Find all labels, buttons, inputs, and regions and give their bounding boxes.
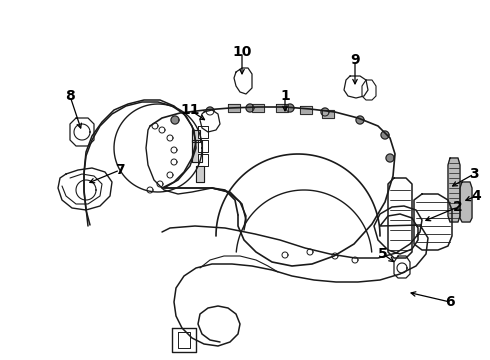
Polygon shape bbox=[58, 168, 112, 210]
Polygon shape bbox=[321, 108, 329, 116]
Polygon shape bbox=[276, 104, 288, 112]
Polygon shape bbox=[448, 158, 460, 222]
Polygon shape bbox=[381, 131, 389, 139]
Text: 2: 2 bbox=[453, 200, 463, 214]
Polygon shape bbox=[286, 104, 294, 112]
Polygon shape bbox=[282, 252, 288, 258]
Polygon shape bbox=[206, 107, 214, 115]
Polygon shape bbox=[192, 140, 202, 162]
Polygon shape bbox=[322, 110, 334, 118]
Polygon shape bbox=[171, 147, 177, 153]
Polygon shape bbox=[178, 332, 190, 348]
Text: 5: 5 bbox=[378, 247, 388, 261]
Polygon shape bbox=[167, 172, 173, 178]
Polygon shape bbox=[167, 135, 173, 141]
Polygon shape bbox=[159, 127, 165, 133]
Polygon shape bbox=[356, 116, 364, 124]
Polygon shape bbox=[152, 123, 158, 129]
Polygon shape bbox=[76, 180, 96, 200]
Polygon shape bbox=[114, 104, 202, 192]
Polygon shape bbox=[307, 249, 313, 255]
Text: 7: 7 bbox=[115, 163, 125, 177]
Text: 6: 6 bbox=[445, 295, 455, 309]
Polygon shape bbox=[171, 159, 177, 165]
Polygon shape bbox=[460, 182, 472, 222]
Polygon shape bbox=[332, 253, 338, 259]
Polygon shape bbox=[198, 126, 208, 138]
Polygon shape bbox=[388, 178, 412, 258]
Polygon shape bbox=[70, 118, 94, 146]
Polygon shape bbox=[200, 110, 220, 132]
Text: 11: 11 bbox=[180, 103, 200, 117]
Polygon shape bbox=[198, 140, 208, 152]
Text: 9: 9 bbox=[350, 53, 360, 67]
Polygon shape bbox=[252, 104, 264, 112]
Polygon shape bbox=[196, 166, 204, 182]
Polygon shape bbox=[228, 104, 240, 112]
Polygon shape bbox=[414, 194, 452, 250]
Polygon shape bbox=[394, 256, 410, 278]
Polygon shape bbox=[246, 104, 254, 112]
Text: 10: 10 bbox=[232, 45, 252, 59]
Text: 3: 3 bbox=[469, 167, 479, 181]
Text: 1: 1 bbox=[280, 89, 290, 103]
Polygon shape bbox=[300, 106, 312, 114]
Polygon shape bbox=[352, 257, 358, 263]
Polygon shape bbox=[157, 181, 163, 187]
Polygon shape bbox=[74, 124, 90, 140]
Text: 4: 4 bbox=[471, 189, 481, 203]
Polygon shape bbox=[171, 116, 179, 124]
Polygon shape bbox=[362, 80, 376, 100]
Polygon shape bbox=[234, 68, 252, 94]
Polygon shape bbox=[397, 263, 407, 273]
Polygon shape bbox=[147, 187, 153, 193]
Polygon shape bbox=[198, 154, 208, 166]
Polygon shape bbox=[172, 328, 196, 352]
Polygon shape bbox=[386, 154, 394, 162]
Text: 8: 8 bbox=[65, 89, 75, 103]
Polygon shape bbox=[192, 130, 200, 142]
Polygon shape bbox=[344, 76, 368, 98]
